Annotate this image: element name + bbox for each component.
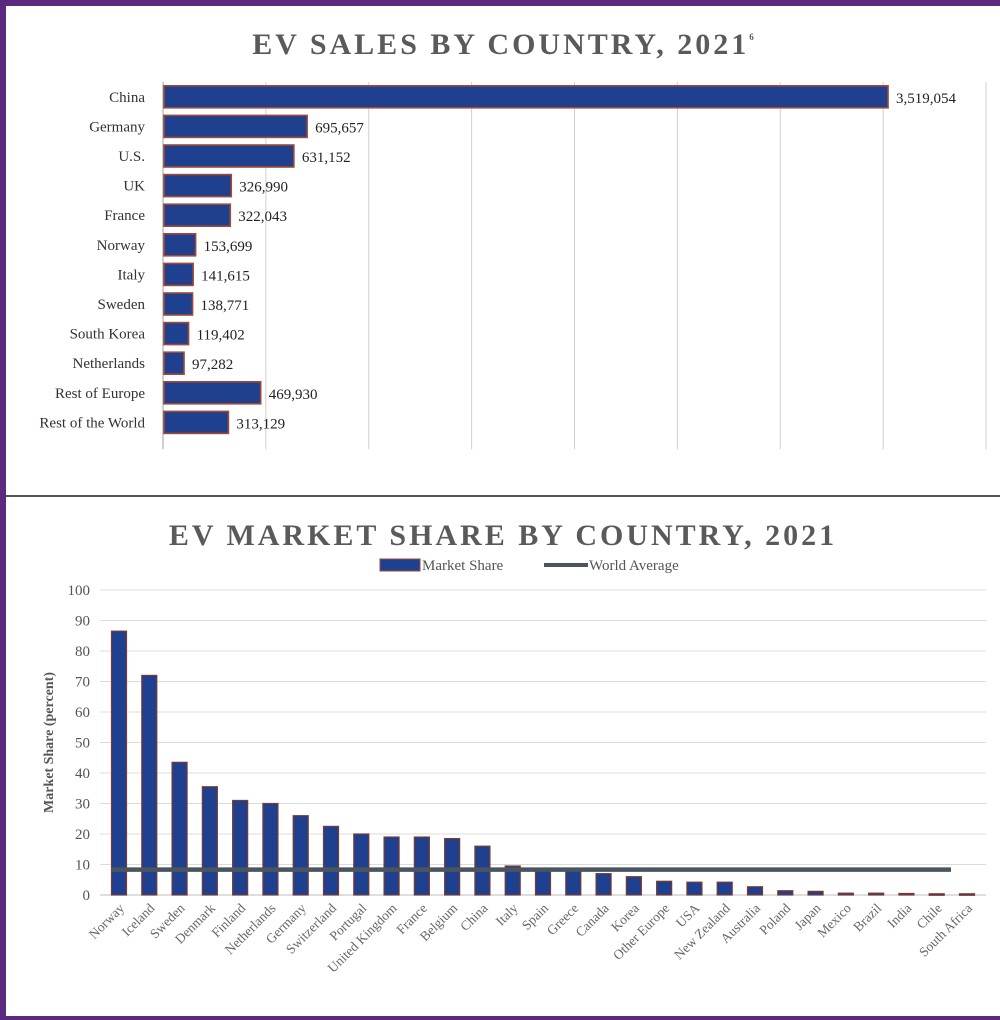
x-category-label-mexico: Mexico xyxy=(814,900,854,940)
ev-sales-chart-panel: EV SALES BY COUNTRY, 20216 China 3,519,05… xyxy=(6,6,1000,463)
legend-market-share-swatch xyxy=(379,558,421,572)
y-tick-label: 90 xyxy=(75,614,90,630)
share-bar-india xyxy=(898,892,915,896)
value-label-sweden: 138,771 xyxy=(201,298,250,314)
share-bar-switzerland xyxy=(322,825,340,896)
bar-norway xyxy=(163,233,197,257)
x-category-label-canada: Canada xyxy=(572,901,611,940)
share-bar-denmark xyxy=(201,786,218,896)
bar-sweden xyxy=(163,292,194,316)
category-label-sweden: Sweden xyxy=(98,297,146,313)
share-bar-norway xyxy=(110,630,128,896)
title-footnote-marker: 6 xyxy=(749,32,754,42)
value-label-netherlands: 97,282 xyxy=(192,357,233,373)
share-bar-other-europe xyxy=(656,880,673,896)
value-label-china: 3,519,054 xyxy=(896,91,957,107)
panel-gap xyxy=(6,461,1000,495)
category-label-norway: Norway xyxy=(97,238,146,254)
share-bar-italy xyxy=(504,865,521,896)
x-category-label-italy: Italy xyxy=(493,900,521,928)
value-label-germany: 695,657 xyxy=(315,120,364,136)
x-category-label-india: India xyxy=(884,901,914,931)
share-bar-iceland xyxy=(141,674,158,896)
y-tick-label: 80 xyxy=(75,644,90,660)
y-tick-label: 70 xyxy=(75,675,90,691)
category-label-italy: Italy xyxy=(118,267,146,283)
ev-market-share-chart-panel: EV MARKET SHARE BY COUNTRY, 2021 Market … xyxy=(6,495,1000,1016)
y-tick-label: 0 xyxy=(83,888,91,904)
value-label-france: 322,043 xyxy=(238,209,287,225)
y-tick-label: 60 xyxy=(75,705,90,721)
share-bar-korea xyxy=(625,876,642,896)
share-bar-brazil xyxy=(868,892,885,896)
category-label-rest-of-the-world: Rest of the World xyxy=(39,415,145,431)
share-bar-south-africa xyxy=(958,893,976,896)
value-label-u-s: 631,152 xyxy=(302,150,351,166)
share-bar-germany xyxy=(292,815,309,896)
x-category-label-china: China xyxy=(457,901,490,934)
bar-germany xyxy=(163,114,308,139)
share-bar-new-zealand xyxy=(716,881,733,896)
value-label-rest-of-europe: 469,930 xyxy=(269,387,318,403)
share-bar-chart: Market Share World Average 0 10 20 30 40 50 60 70… xyxy=(42,558,986,976)
category-label-france: France xyxy=(104,208,145,224)
value-label-italy: 141,615 xyxy=(201,268,250,284)
share-bar-sweden xyxy=(171,761,188,896)
value-label-south-korea: 119,402 xyxy=(197,328,245,344)
bar-china xyxy=(163,85,889,109)
bar-netherlands xyxy=(163,351,185,376)
value-label-uk: 326,990 xyxy=(239,180,288,196)
y-tick-label: 40 xyxy=(75,766,90,782)
sales-chart-title: EV SALES BY COUNTRY, 20216 xyxy=(252,28,754,61)
value-label-norway: 153,699 xyxy=(204,239,253,255)
share-bar-portugal xyxy=(353,833,370,896)
share-chart-title: EV MARKET SHARE BY COUNTRY, 2021 xyxy=(168,519,838,552)
x-category-label-brazil: Brazil xyxy=(850,900,884,934)
share-bar-spain xyxy=(534,868,552,896)
share-bar-canada xyxy=(595,873,612,896)
y-tick-label: 30 xyxy=(75,797,90,813)
y-axis-label: Market Share (percent) xyxy=(42,672,57,813)
share-bar-france xyxy=(413,836,430,896)
value-label-rest-of-the-world: 313,129 xyxy=(236,416,285,432)
bar-italy xyxy=(163,262,194,287)
category-label-china: China xyxy=(109,90,145,106)
bar-u-s xyxy=(163,144,295,168)
category-label-south-korea: South Korea xyxy=(70,327,146,343)
bar-france xyxy=(163,203,232,227)
bar-rest-of-the-world xyxy=(163,410,230,435)
category-label-germany: Germany xyxy=(89,119,145,135)
y-tick-label: 50 xyxy=(75,736,90,752)
category-label-uk: UK xyxy=(123,179,145,195)
share-bar-chile xyxy=(928,893,945,896)
share-bar-poland xyxy=(777,890,794,896)
share-bar-finland xyxy=(232,799,249,896)
share-bar-usa xyxy=(686,881,703,896)
bar-rest-of-europe xyxy=(163,380,262,405)
share-bar-mexico xyxy=(837,892,854,896)
x-category-label-poland: Poland xyxy=(756,900,793,937)
share-bar-japan xyxy=(807,890,824,896)
legend-world-average-label: World Average xyxy=(589,558,679,574)
share-bar-australia xyxy=(746,886,764,896)
legend-market-share-label: Market Share xyxy=(422,558,504,574)
category-label-u-s: U.S. xyxy=(118,149,145,165)
sales-bar-chart: China 3,519,054 Germany 695,657 U.S. 631,152 U… xyxy=(39,82,987,450)
category-label-rest-of-europe: Rest of Europe xyxy=(55,386,145,402)
share-bar-belgium xyxy=(444,837,461,896)
x-category-label-norway: Norway xyxy=(86,900,128,942)
y-tick-label: 100 xyxy=(68,583,91,599)
bar-uk xyxy=(163,173,233,198)
share-bar-greece xyxy=(565,870,582,896)
category-label-netherlands: Netherlands xyxy=(73,356,146,372)
bar-south-korea xyxy=(163,321,190,346)
y-tick-label: 10 xyxy=(75,858,90,874)
share-bar-netherlands xyxy=(262,802,279,896)
share-bar-united-kingdom xyxy=(383,836,400,896)
y-tick-label: 20 xyxy=(75,827,90,843)
